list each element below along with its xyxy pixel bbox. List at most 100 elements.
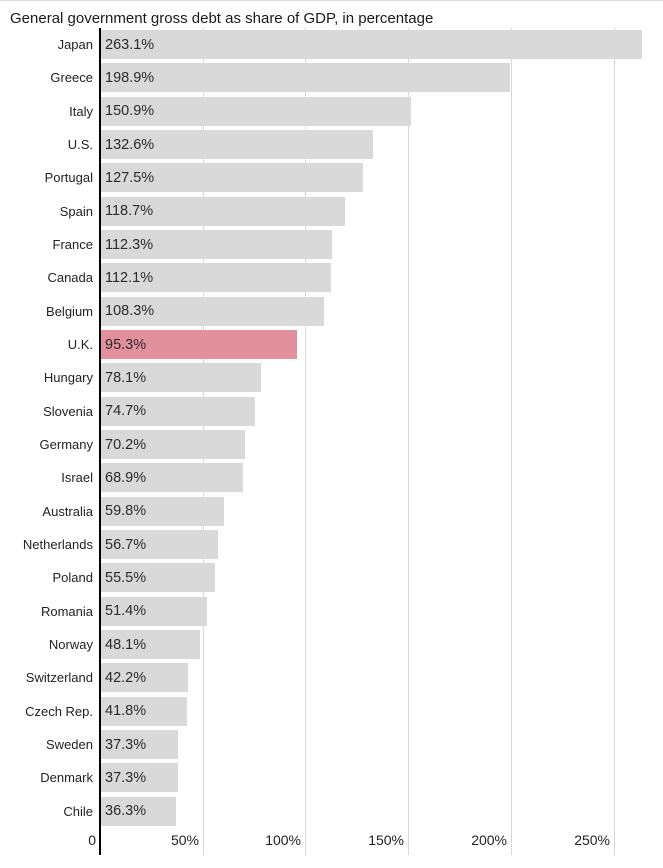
bar: 59.8% — [101, 496, 224, 526]
bar: 112.1% — [101, 263, 332, 293]
bar-track: 78.1% — [101, 361, 663, 394]
x-axis: 0 50% 100% 150% 200% 250% — [88, 828, 663, 855]
chart-title: General government gross debt as share o… — [10, 10, 434, 27]
bar-track: 263.1% — [101, 28, 663, 61]
value-label: 68.9% — [105, 469, 147, 486]
bar-track: 51.4% — [101, 595, 663, 628]
value-label: 118.7% — [105, 203, 154, 220]
bar: 51.4% — [101, 596, 207, 626]
bar: 78.1% — [101, 363, 262, 393]
country-label: Sweden — [46, 737, 93, 753]
country-label: Czech Rep. — [25, 703, 93, 719]
country-label: Denmark — [40, 770, 93, 786]
country-label: Portugal — [44, 170, 93, 186]
bar-row: Chile 36.3% — [0, 795, 663, 828]
bar-track: 198.9% — [101, 61, 663, 94]
bar-row: Germany 70.2% — [0, 428, 663, 461]
bar-row: Netherlands 56.7% — [0, 528, 663, 561]
bar-row: Denmark 37.3% — [0, 761, 663, 794]
country-label: Switzerland — [25, 670, 93, 686]
value-label: 51.4% — [105, 603, 147, 620]
bar-track: 37.3% — [101, 761, 663, 794]
bar-row: Canada 112.1% — [0, 261, 663, 294]
gridline — [511, 28, 512, 855]
bar-track: 132.6% — [101, 128, 663, 161]
country-label: Australia — [42, 503, 93, 519]
bar: 56.7% — [101, 530, 218, 560]
bar-track: 48.1% — [101, 628, 663, 661]
x-tick-label: 150% — [368, 832, 404, 848]
bar: 36.3% — [101, 796, 176, 826]
bar: 55.5% — [101, 563, 216, 593]
x-tick-label: 100% — [265, 832, 301, 848]
bar: 263.1% — [101, 30, 642, 60]
bar-row: Portugal 127.5% — [0, 161, 663, 194]
country-label: Slovenia — [43, 403, 93, 419]
x-tick-label: 250% — [574, 832, 610, 848]
bar: 127.5% — [101, 163, 363, 193]
value-label: 42.2% — [105, 669, 147, 686]
value-label: 95.3% — [105, 336, 147, 353]
bar-track: 74.7% — [101, 395, 663, 428]
bar-track: 36.3% — [101, 795, 663, 828]
bar-row: Norway 48.1% — [0, 628, 663, 661]
bar: 108.3% — [101, 296, 324, 326]
country-label: Norway — [48, 637, 93, 653]
value-label: 263.1% — [105, 36, 155, 53]
x-tick-label: 200% — [471, 832, 507, 848]
country-label: Chile — [63, 803, 93, 819]
bar-track: 112.1% — [101, 261, 663, 294]
bar-row: U.K. 95.3% — [0, 328, 663, 361]
gridline — [305, 28, 306, 855]
value-label: 198.9% — [105, 69, 155, 86]
country-label: Israel — [61, 470, 93, 486]
bar-row: Sweden 37.3% — [0, 728, 663, 761]
x-tick-label: 0 — [88, 832, 96, 848]
bar-row: Japan 263.1% — [0, 28, 663, 61]
bar: 132.6% — [101, 130, 374, 160]
bar-track: 37.3% — [101, 728, 663, 761]
bar-row: Hungary 78.1% — [0, 361, 663, 394]
bar: 42.2% — [101, 663, 188, 693]
country-label: Canada — [47, 270, 93, 286]
bar: 118.7% — [101, 196, 345, 226]
bar-row: Romania 51.4% — [0, 595, 663, 628]
y-axis-line — [99, 28, 101, 855]
value-label: 48.1% — [105, 636, 147, 653]
bar-track: 68.9% — [101, 461, 663, 494]
bar-track: 95.3% — [101, 328, 663, 361]
value-label: 55.5% — [105, 569, 147, 586]
bar-track: 56.7% — [101, 528, 663, 561]
value-label: 36.3% — [105, 803, 147, 820]
value-label: 41.8% — [105, 703, 147, 720]
bar-row: Slovenia 74.7% — [0, 395, 663, 428]
bar-row: Israel 68.9% — [0, 461, 663, 494]
value-label: 78.1% — [105, 369, 147, 386]
value-label: 74.7% — [105, 403, 147, 420]
country-label: France — [52, 237, 93, 253]
x-tick-label: 50% — [170, 832, 199, 848]
value-label: 37.3% — [105, 736, 147, 753]
gridline — [408, 28, 409, 855]
country-label: U.S. — [67, 137, 93, 153]
bar: 74.7% — [101, 396, 255, 426]
bar-rows: Japan 263.1% Greece 198.9% Italy 150.9% … — [0, 28, 663, 828]
bar-row: Czech Rep. 41.8% — [0, 695, 663, 728]
country-label: Hungary — [43, 370, 93, 386]
bar: 48.1% — [101, 630, 200, 660]
bar-row: Spain 118.7% — [0, 195, 663, 228]
bar-row: Switzerland 42.2% — [0, 661, 663, 694]
value-label: 108.3% — [105, 303, 155, 320]
bar-row: U.S. 132.6% — [0, 128, 663, 161]
bar: 41.8% — [101, 696, 187, 726]
bar-track: 70.2% — [101, 428, 663, 461]
value-label: 127.5% — [105, 169, 155, 186]
country-label: U.K. — [67, 337, 93, 353]
value-label: 37.3% — [105, 769, 147, 786]
country-label: Romania — [40, 603, 93, 619]
value-label: 132.6% — [105, 136, 155, 153]
bar-track: 127.5% — [101, 161, 663, 194]
bar-track: 59.8% — [101, 495, 663, 528]
value-label: 150.9% — [105, 103, 155, 120]
